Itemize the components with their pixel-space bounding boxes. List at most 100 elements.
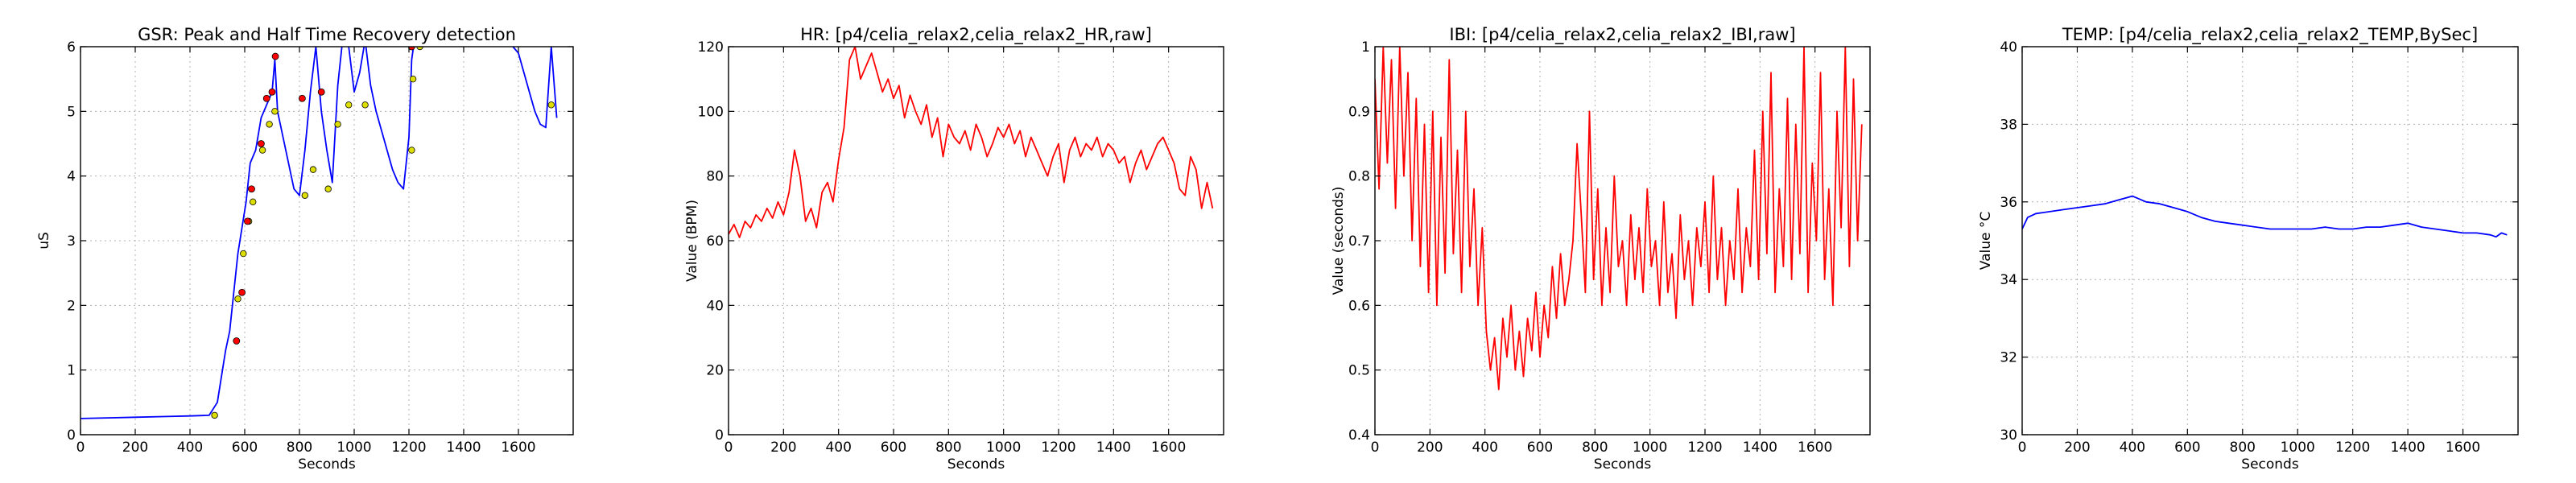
peak-marker	[271, 52, 279, 60]
x-tick-label: 800	[2230, 440, 2256, 456]
x-tick-label: 1200	[391, 440, 426, 456]
x-tick-label: 400	[1472, 440, 1497, 456]
peak-marker	[238, 288, 246, 296]
x-tick-label: 1000	[2281, 440, 2315, 456]
chart-title: HR: [p4/celia_relax2,celia_relax2_HR,raw…	[800, 25, 1152, 45]
y-tick-label: 40	[2000, 39, 2017, 56]
x-tick-label: 1600	[501, 440, 535, 456]
half-recovery-marker	[271, 108, 279, 115]
y-tick-label: 4	[67, 169, 76, 185]
x-tick-label: 1000	[1633, 440, 1667, 456]
y-tick-label: 36	[2000, 195, 2017, 211]
y-tick-label: 30	[2000, 427, 2017, 444]
y-axis-label: Value (seconds)	[1331, 187, 1347, 295]
x-axis-label: Seconds	[947, 456, 1005, 473]
series-line-1	[1375, 47, 1863, 390]
x-tick-label: 1400	[1743, 440, 1777, 456]
half-recovery-marker	[361, 101, 369, 109]
peak-marker	[262, 94, 270, 102]
x-tick-label: 400	[177, 440, 203, 456]
y-tick-label: 0.4	[1348, 427, 1370, 444]
y-tick-label: 5	[67, 104, 76, 120]
y-axis-label: Value °C	[1978, 212, 1994, 270]
x-tick-label: 800	[1582, 440, 1608, 456]
x-tick-label: 400	[825, 440, 851, 456]
x-tick-label: 600	[2174, 440, 2200, 456]
y-axis-label: uS	[36, 232, 52, 250]
half-recovery-marker	[547, 101, 555, 109]
half-recovery-marker	[301, 192, 308, 199]
half-recovery-marker	[250, 198, 257, 205]
y-tick-label: 0.5	[1348, 363, 1370, 379]
peak-marker	[233, 337, 241, 345]
y-tick-label: 34	[2000, 272, 2017, 288]
x-tick-label: 1200	[1041, 440, 1075, 456]
y-tick-label: 38	[2000, 117, 2017, 133]
x-tick-label: 1200	[2335, 440, 2370, 456]
plot-area	[80, 47, 558, 419]
peak-marker	[298, 94, 306, 102]
x-axis-label: Seconds	[298, 456, 356, 473]
half-recovery-marker	[234, 295, 242, 303]
peak-marker	[317, 88, 325, 96]
series-line-1	[729, 47, 1214, 238]
half-recovery-marker	[240, 250, 247, 258]
y-tick-label: 0.7	[1348, 233, 1370, 250]
x-tick-label: 1200	[1687, 440, 1722, 456]
y-tick-label: 120	[698, 39, 724, 56]
y-tick-label: 20	[706, 363, 724, 379]
half-recovery-marker	[345, 101, 353, 109]
x-tick-label: 200	[1417, 440, 1443, 456]
y-tick-label: 1	[1361, 39, 1370, 56]
half-recovery-marker	[409, 75, 417, 83]
series-line-1	[80, 47, 558, 419]
x-tick-label: 200	[122, 440, 148, 456]
x-tick-label: 0	[2018, 440, 2027, 456]
x-tick-label: 0	[1371, 440, 1380, 456]
chart-panel-1: 0 200 400 600 800 1000 1200 1400 1600 0 1 2 3 4 5 6 GSR:…	[36, 25, 574, 473]
chart-panel-4: 0 200 400 600 800 1000 1200 1400 1600 30 32 34 36 38 4…	[1978, 25, 2519, 473]
x-tick-label: 800	[287, 440, 312, 456]
y-tick-label: 60	[706, 233, 724, 250]
x-axis-label: Seconds	[1594, 456, 1652, 473]
series-line-1	[2022, 195, 2508, 238]
x-tick-label: 600	[1527, 440, 1553, 456]
x-tick-label: 1000	[986, 440, 1021, 456]
peak-marker	[268, 88, 276, 96]
peak-marker	[257, 140, 265, 147]
y-tick-label: 0.9	[1348, 104, 1370, 120]
peak-marker	[243, 217, 251, 225]
x-tick-label: 400	[2120, 440, 2145, 456]
chart-panel-2: 0 200 400 600 800 1000 1200 1400 1600 0 20 40 60 80 10…	[684, 25, 1224, 473]
peak-marker	[408, 47, 415, 51]
y-tick-label: 0.8	[1348, 169, 1370, 185]
x-tick-label: 600	[232, 440, 258, 456]
plot-area	[1375, 47, 1863, 390]
y-tick-label: 32	[2000, 350, 2017, 366]
x-tick-label: 0	[724, 440, 733, 456]
x-tick-label: 800	[935, 440, 961, 456]
x-tick-label: 1600	[1798, 440, 1832, 456]
plot-area	[729, 47, 1214, 238]
x-tick-label: 1400	[1096, 440, 1131, 456]
half-recovery-marker	[324, 185, 332, 192]
chart-title: IBI: [p4/celia_relax2,celia_relax2_IBI,r…	[1449, 25, 1795, 45]
half-recovery-marker	[266, 121, 273, 128]
y-tick-label: 3	[67, 233, 76, 250]
x-tick-label: 0	[76, 440, 85, 456]
half-recovery-marker	[309, 166, 317, 173]
x-tick-label: 1000	[336, 440, 371, 456]
half-recovery-marker	[334, 121, 341, 128]
y-tick-label: 80	[706, 169, 724, 185]
y-tick-label: 6	[67, 39, 76, 56]
y-tick-label: 100	[698, 104, 724, 120]
y-axis-label: Value (BPM)	[684, 200, 700, 282]
half-recovery-marker	[408, 147, 415, 154]
peak-marker	[248, 185, 255, 193]
x-tick-label: 200	[2064, 440, 2090, 456]
y-tick-label: 0	[715, 427, 724, 444]
y-tick-label: 40	[706, 298, 724, 314]
y-tick-label: 0.6	[1348, 298, 1370, 314]
chart-panel-3: 0 200 400 600 800 1000 1200 1400 1600 0.4 0.5 0.6 0.…	[1331, 25, 1871, 473]
